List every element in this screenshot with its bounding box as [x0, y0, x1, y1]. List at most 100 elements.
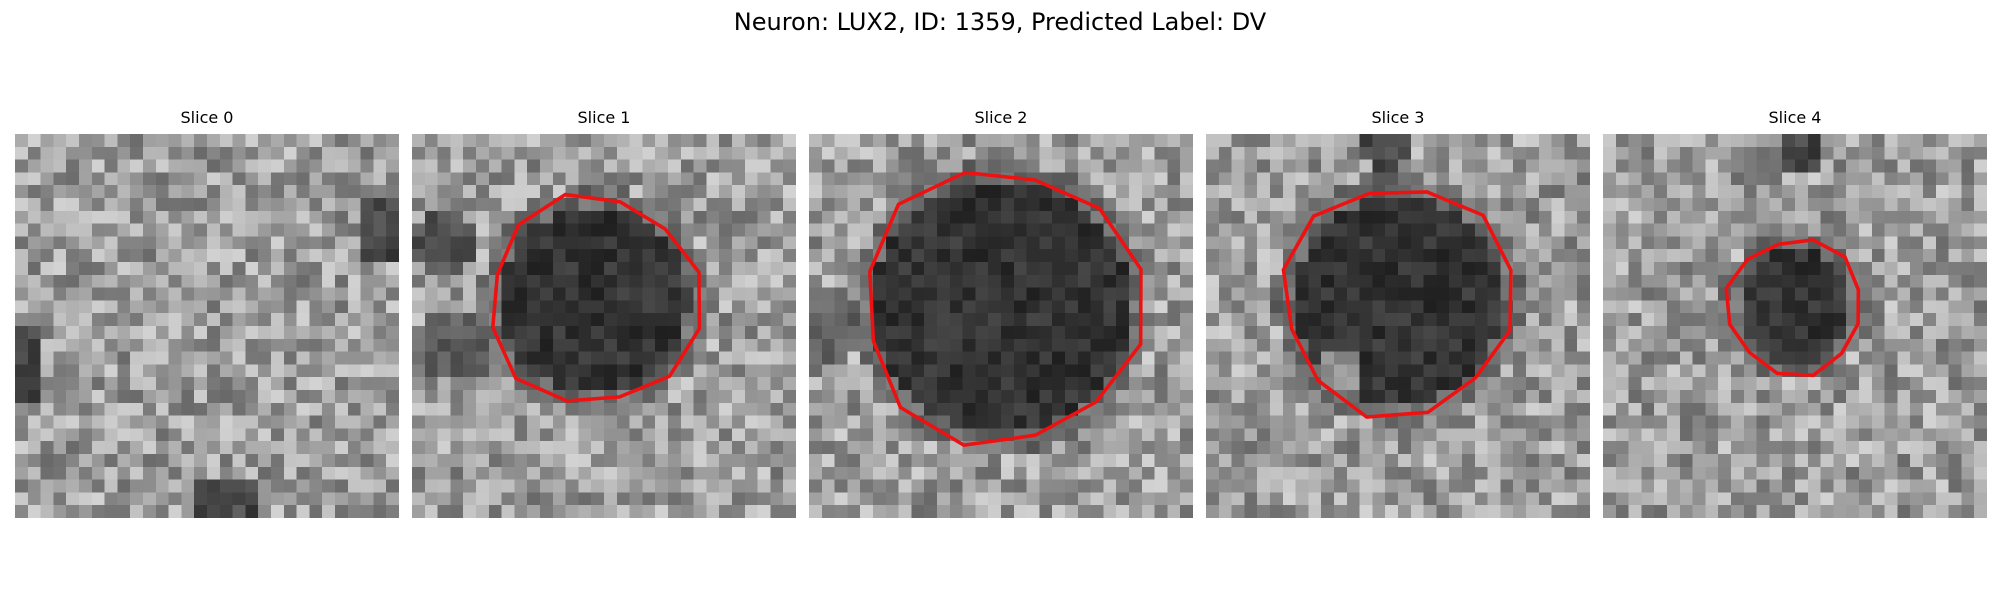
- pixel: [1039, 287, 1053, 301]
- pixel: [1244, 236, 1258, 250]
- pixel: [744, 210, 758, 224]
- pixel: [1564, 300, 1578, 314]
- pixel: [488, 146, 502, 160]
- pixel: [1731, 287, 1745, 301]
- pixel: [1321, 172, 1335, 186]
- pixel: [821, 454, 835, 468]
- pixel: [1551, 300, 1565, 314]
- pixel: [488, 441, 502, 455]
- pixel: [104, 262, 118, 276]
- pixel: [1743, 274, 1757, 288]
- pixel: [463, 274, 477, 288]
- pixel: [1679, 338, 1693, 352]
- pixel: [770, 326, 784, 340]
- pixel: [1910, 185, 1924, 199]
- pixel: [1398, 159, 1412, 173]
- pixel: [1782, 300, 1796, 314]
- pixel: [1935, 287, 1949, 301]
- pixel: [949, 274, 963, 288]
- pixel: [1756, 466, 1770, 480]
- pixel: [1346, 300, 1360, 314]
- pixel: [578, 287, 592, 301]
- pixel: [1436, 146, 1450, 160]
- pixel: [181, 172, 195, 186]
- pixel: [450, 441, 464, 455]
- pixel: [1141, 262, 1155, 276]
- pixel: [40, 134, 54, 148]
- pixel: [53, 492, 67, 506]
- pixel: [501, 172, 515, 186]
- pixel: [1679, 492, 1693, 506]
- pixel: [412, 454, 426, 468]
- pixel: [1833, 313, 1847, 327]
- pixel: [1859, 300, 1873, 314]
- pixel: [719, 134, 733, 148]
- pixel: [450, 236, 464, 250]
- pixel: [476, 185, 490, 199]
- pixel: [1295, 364, 1309, 378]
- pixel: [271, 454, 285, 468]
- pixel: [1935, 377, 1949, 391]
- pixel: [476, 415, 490, 429]
- pixel: [1897, 351, 1911, 365]
- pixel: [1295, 287, 1309, 301]
- pixel: [924, 505, 938, 518]
- pixel: [155, 249, 169, 263]
- pixel: [104, 492, 118, 506]
- pixel: [1859, 287, 1873, 301]
- pixel: [1910, 159, 1924, 173]
- pixel: [232, 441, 246, 455]
- pixel: [1372, 223, 1386, 237]
- pixel: [1948, 377, 1962, 391]
- pixel: [949, 326, 963, 340]
- pixel: [1103, 159, 1117, 173]
- pixel: [1372, 492, 1386, 506]
- pixel: [1500, 236, 1514, 250]
- pixel: [1321, 236, 1335, 250]
- pixel: [245, 415, 259, 429]
- pixel: [1743, 300, 1757, 314]
- pixel: [373, 479, 387, 493]
- pixel: [104, 236, 118, 250]
- pixel: [1321, 185, 1335, 199]
- pixel: [821, 262, 835, 276]
- pixel: [1334, 313, 1348, 327]
- pixel: [1615, 300, 1629, 314]
- pixel: [655, 415, 669, 429]
- pixel: [322, 428, 336, 442]
- pixel: [1065, 274, 1079, 288]
- pixel: [937, 479, 951, 493]
- pixel: [245, 185, 259, 199]
- pixel: [360, 198, 374, 212]
- pixel: [1206, 326, 1220, 340]
- pixel: [1769, 428, 1783, 442]
- pixel: [232, 415, 246, 429]
- pixel: [296, 313, 310, 327]
- pixel: [693, 466, 707, 480]
- pixel: [719, 249, 733, 263]
- pixel: [1603, 338, 1617, 352]
- pixel: [476, 428, 490, 442]
- pixel: [757, 466, 771, 480]
- pixel: [1551, 415, 1565, 429]
- pixel: [1001, 146, 1015, 160]
- pixel: [1398, 415, 1412, 429]
- pixel: [360, 300, 374, 314]
- pixel: [693, 249, 707, 263]
- pixel: [1321, 223, 1335, 237]
- pixel: [744, 185, 758, 199]
- pixel: [437, 454, 451, 468]
- pixel: [1077, 492, 1091, 506]
- pixel: [1564, 313, 1578, 327]
- pixel: [1859, 172, 1873, 186]
- pixel: [616, 326, 630, 340]
- pixel: [1001, 249, 1015, 263]
- pixel: [1346, 262, 1360, 276]
- pixel: [207, 146, 221, 160]
- pixel: [591, 159, 605, 173]
- pixel: [258, 172, 272, 186]
- pixel: [143, 159, 157, 173]
- pixel: [1334, 351, 1348, 365]
- pixel: [1756, 159, 1770, 173]
- pixel: [309, 223, 323, 237]
